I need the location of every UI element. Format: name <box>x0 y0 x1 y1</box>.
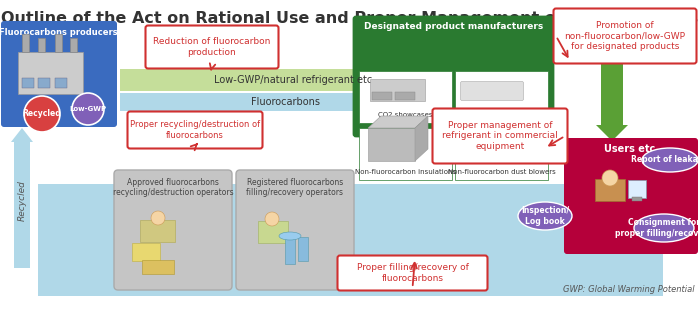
Bar <box>22 34 29 52</box>
Bar <box>55 78 67 88</box>
Bar <box>38 78 50 88</box>
FancyBboxPatch shape <box>236 170 354 290</box>
Ellipse shape <box>485 156 495 161</box>
Polygon shape <box>368 116 428 128</box>
Text: Proper management of
refrigerant in commercial
equipment: Proper management of refrigerant in comm… <box>442 121 558 151</box>
Text: Approved fluorocarbons
recycling/destruction operators: Approved fluorocarbons recycling/destruc… <box>113 178 233 198</box>
FancyBboxPatch shape <box>433 108 568 163</box>
Text: Non-fluorocarbon dust blowers: Non-fluorocarbon dust blowers <box>447 169 555 175</box>
Bar <box>395 92 415 100</box>
FancyArrow shape <box>11 128 33 268</box>
FancyArrow shape <box>120 93 538 111</box>
Text: Report of leakage: Report of leakage <box>631 155 700 165</box>
Text: Designated product manufacturers: Designated product manufacturers <box>364 22 543 31</box>
Bar <box>18 52 83 94</box>
Text: Proper filling/recovery of
fluorocarbons: Proper filling/recovery of fluorocarbons <box>356 263 468 283</box>
FancyArrow shape <box>596 21 628 141</box>
FancyBboxPatch shape <box>461 82 524 100</box>
FancyBboxPatch shape <box>146 26 279 69</box>
FancyBboxPatch shape <box>114 170 232 290</box>
Text: CO2 showcases: CO2 showcases <box>378 112 433 118</box>
Text: Outline of the Act on Rational Use and Proper Management of Fluorocarbons: Outline of the Act on Rational Use and P… <box>1 11 699 26</box>
Bar <box>595 179 625 201</box>
Circle shape <box>24 96 60 132</box>
Bar <box>370 79 425 101</box>
Bar <box>490 128 493 138</box>
Bar <box>132 243 160 261</box>
FancyBboxPatch shape <box>337 256 487 290</box>
Text: Registered fluorocarbons
filling/recovery operators: Registered fluorocarbons filling/recover… <box>246 178 344 198</box>
Text: Recycled: Recycled <box>18 180 27 222</box>
Text: Low-GWP: Low-GWP <box>69 106 106 112</box>
Circle shape <box>72 93 104 125</box>
Text: Proper recycling/destruction of
fluorocarbons: Proper recycling/destruction of fluoroca… <box>130 120 260 140</box>
Text: Fluorocarbons producers: Fluorocarbons producers <box>0 28 118 37</box>
Text: Reduction of fluorocarbon
production: Reduction of fluorocarbon production <box>153 37 271 57</box>
Text: Low-GWP air conditioners: Low-GWP air conditioners <box>456 112 547 118</box>
Bar <box>359 71 452 123</box>
Circle shape <box>265 212 279 226</box>
FancyArrow shape <box>120 69 538 91</box>
Ellipse shape <box>518 202 572 230</box>
Bar <box>142 260 174 274</box>
Bar <box>22 78 34 88</box>
Bar <box>455 128 548 180</box>
Bar <box>70 38 77 52</box>
FancyBboxPatch shape <box>564 138 698 254</box>
Text: GWP: Global Warming Potential: GWP: Global Warming Potential <box>564 285 695 294</box>
Bar <box>483 131 497 159</box>
Text: Low-GWP/natural refrigerant etc.: Low-GWP/natural refrigerant etc. <box>214 75 376 85</box>
Bar <box>258 221 288 243</box>
Circle shape <box>151 211 165 225</box>
Circle shape <box>602 170 618 186</box>
Bar <box>368 128 415 161</box>
Bar <box>372 92 392 100</box>
Text: Fluorocarbons: Fluorocarbons <box>251 97 319 107</box>
Bar <box>628 180 646 198</box>
Bar <box>455 71 548 123</box>
Bar <box>359 128 452 180</box>
Bar <box>285 236 295 264</box>
Bar <box>38 184 663 296</box>
Bar <box>632 197 642 201</box>
FancyBboxPatch shape <box>1 21 117 127</box>
Text: Promotion of
non-fluorocarbon/low-GWP
for designated products: Promotion of non-fluorocarbon/low-GWP fo… <box>564 21 685 51</box>
Text: etc.: etc. <box>544 125 562 135</box>
Text: Inspection/
Log book: Inspection/ Log book <box>521 206 569 226</box>
FancyBboxPatch shape <box>554 9 696 64</box>
Ellipse shape <box>483 128 497 134</box>
Circle shape <box>540 117 566 143</box>
Text: Consignment for
proper filling/recovery: Consignment for proper filling/recovery <box>615 218 700 238</box>
Text: Recycled: Recycled <box>22 110 62 118</box>
Ellipse shape <box>642 148 698 172</box>
Text: Users etc.: Users etc. <box>603 144 659 154</box>
Ellipse shape <box>634 214 694 242</box>
Polygon shape <box>415 116 428 161</box>
Ellipse shape <box>279 232 301 240</box>
Bar <box>140 220 175 242</box>
Text: Non-fluorocarbon insulations: Non-fluorocarbon insulations <box>355 169 456 175</box>
Bar <box>298 237 308 261</box>
FancyBboxPatch shape <box>354 17 553 136</box>
FancyBboxPatch shape <box>127 112 262 149</box>
Bar <box>55 34 62 52</box>
Bar <box>38 38 45 52</box>
